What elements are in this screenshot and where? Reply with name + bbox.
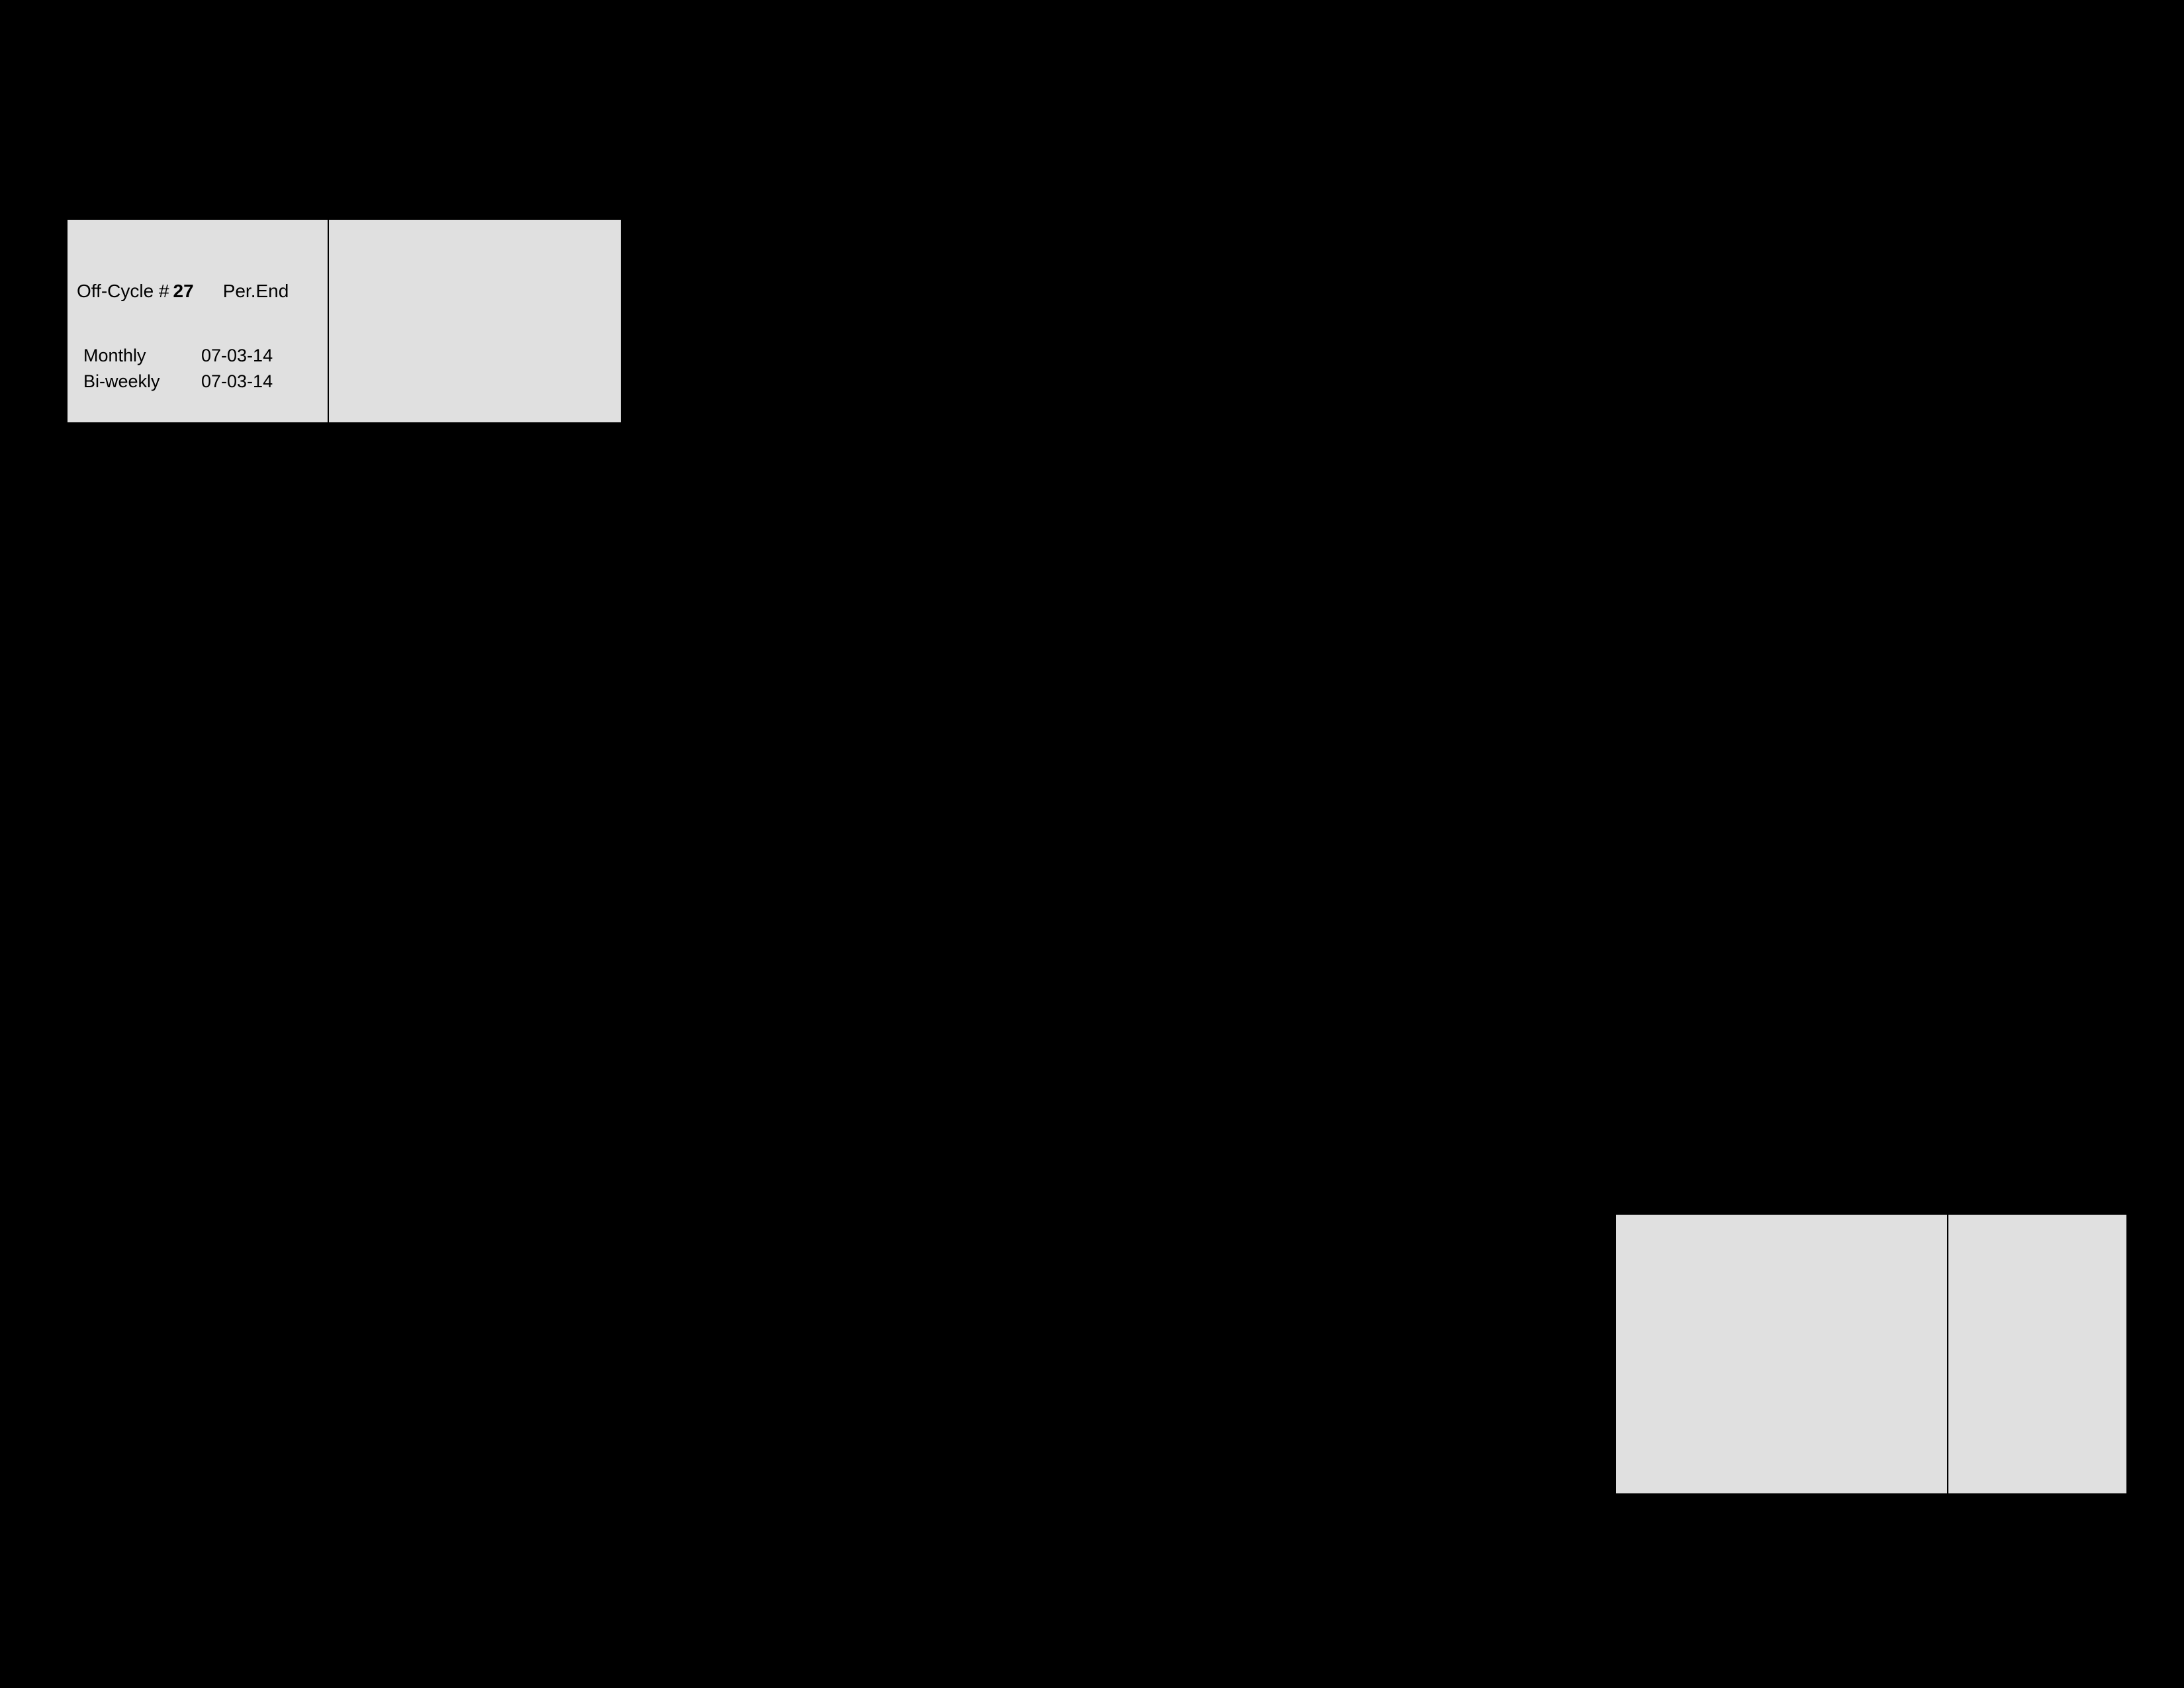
off-cycle-header-row: Off-Cycle #27 Per.End [77,281,318,302]
cycle-type: Monthly [83,346,201,366]
cycle-date: 07-03-14 [201,371,273,392]
off-cycle-right-column [329,220,621,422]
off-cycle-label-group: Off-Cycle #27 [77,281,194,302]
cycle-date: 07-03-14 [201,346,273,366]
per-end-label: Per.End [223,281,289,302]
off-cycle-rows: Monthly 07-03-14 Bi-weekly 07-03-14 [77,346,318,392]
table-row: Bi-weekly 07-03-14 [83,371,318,392]
table-row: Monthly 07-03-14 [83,346,318,366]
bottom-left-column [1616,1215,1948,1493]
off-cycle-left-column: Off-Cycle #27 Per.End Monthly 07-03-14 B… [68,220,329,422]
bottom-blank-panel [1615,1213,2128,1495]
off-cycle-panel: Off-Cycle #27 Per.End Monthly 07-03-14 B… [66,218,622,424]
off-cycle-number: 27 [173,281,194,301]
cycle-type: Bi-weekly [83,371,201,392]
off-cycle-label: Off-Cycle # [77,281,169,301]
bottom-right-column [1948,1215,2126,1493]
